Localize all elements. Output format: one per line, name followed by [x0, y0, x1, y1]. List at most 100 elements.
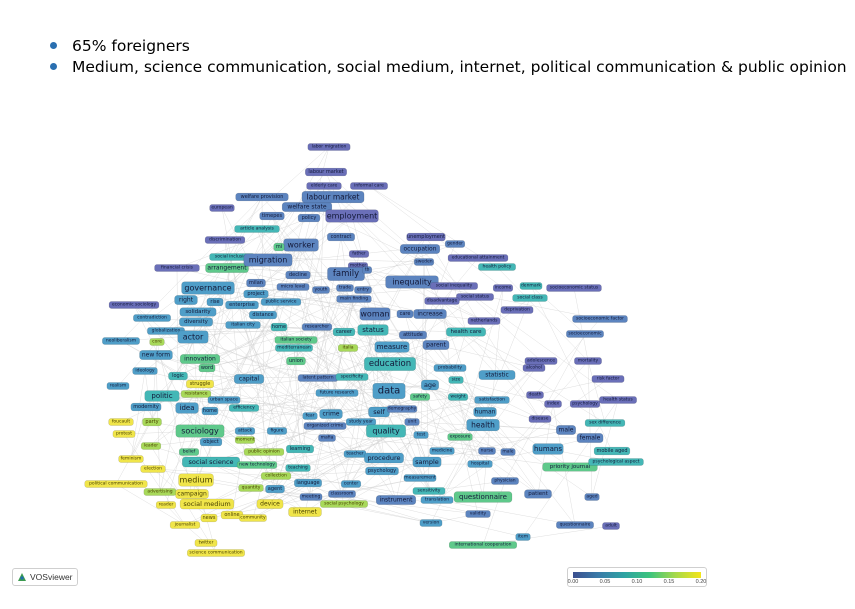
term-node[interactable]: italian society [274, 336, 318, 344]
term-node[interactable]: human [473, 407, 497, 417]
term-node[interactable]: feminism [118, 455, 144, 463]
term-node[interactable]: election [140, 465, 166, 473]
term-node[interactable]: woman [359, 307, 391, 321]
term-node[interactable]: social status [456, 293, 494, 301]
term-node[interactable]: male [556, 425, 576, 435]
term-node[interactable]: netherlands [467, 317, 501, 325]
term-node[interactable]: mi [273, 242, 285, 252]
term-node[interactable]: object [199, 437, 223, 447]
term-node[interactable]: science communication [187, 549, 245, 557]
term-node[interactable]: health care [446, 327, 486, 337]
term-node[interactable]: patient [524, 489, 552, 499]
term-node[interactable]: sensitivity [412, 487, 446, 495]
term-node[interactable]: researcher [301, 323, 333, 331]
term-node[interactable]: core [149, 338, 165, 346]
term-node[interactable]: health status [599, 396, 637, 404]
term-node[interactable]: socioeconomic [566, 330, 604, 338]
term-node[interactable]: leader [140, 442, 162, 450]
term-node[interactable]: data [372, 383, 406, 399]
term-node[interactable]: inequality [385, 275, 439, 289]
term-node[interactable]: campaign [175, 489, 209, 499]
term-node[interactable]: deprivation [500, 306, 534, 314]
term-node[interactable]: status [357, 324, 389, 336]
term-node[interactable]: public service [260, 298, 302, 306]
term-node[interactable]: socioeconomic factor [572, 315, 628, 323]
term-node[interactable]: right [174, 295, 198, 305]
term-node[interactable]: socioeconomic status [546, 284, 602, 292]
term-node[interactable]: adult [602, 522, 620, 530]
term-node[interactable]: disadvantage [424, 297, 460, 305]
term-node[interactable]: questionnaire [556, 521, 594, 529]
term-node[interactable]: figure [266, 427, 288, 435]
term-node[interactable]: milan [246, 278, 266, 288]
term-node[interactable]: educational attainment [447, 254, 509, 262]
term-node[interactable]: quantity [238, 484, 264, 492]
term-node[interactable]: social science [182, 456, 240, 468]
term-node[interactable]: policy [297, 213, 321, 223]
term-node[interactable]: union [286, 356, 306, 366]
term-node[interactable]: item [515, 533, 531, 541]
term-node[interactable]: teaching [285, 464, 311, 472]
term-node[interactable]: future research [315, 389, 359, 397]
term-node[interactable]: italian city [225, 321, 261, 329]
term-node[interactable]: labour market [301, 190, 365, 204]
term-node[interactable]: capital [234, 374, 264, 384]
term-node[interactable]: innovation [179, 354, 220, 364]
term-node[interactable]: neoliberalism [102, 337, 140, 345]
term-node[interactable]: migration [243, 253, 293, 267]
term-node[interactable]: validity [465, 510, 491, 518]
term-node[interactable]: teacher [343, 450, 367, 458]
term-node[interactable]: timepes [259, 211, 285, 221]
term-node[interactable]: procedure [364, 452, 404, 464]
term-node[interactable]: mobile aged [593, 446, 631, 456]
term-node[interactable]: home [270, 322, 288, 332]
term-node[interactable]: translation [420, 496, 454, 504]
term-node[interactable]: realism [106, 382, 130, 390]
term-node[interactable]: european [209, 204, 235, 212]
term-node[interactable]: disease [528, 415, 552, 423]
term-node[interactable]: index [544, 400, 562, 408]
term-node[interactable]: social inequality [430, 282, 478, 290]
term-node[interactable]: contradiction [133, 314, 171, 322]
term-node[interactable]: adolescence [524, 357, 558, 365]
term-node[interactable]: latent pattern [297, 374, 339, 382]
term-node[interactable]: nurse [478, 447, 496, 455]
term-node[interactable]: psychology [569, 400, 601, 408]
term-node[interactable]: main finding [336, 295, 372, 303]
term-node[interactable]: distance [249, 310, 277, 320]
term-node[interactable]: male [500, 448, 516, 456]
term-node[interactable]: protest [112, 430, 136, 438]
term-node[interactable]: psychology [365, 466, 399, 476]
term-node[interactable]: increase [413, 309, 447, 319]
term-node[interactable]: new form [139, 350, 173, 360]
term-node[interactable]: questionnaire [453, 491, 513, 503]
term-node[interactable]: solidarity [179, 307, 217, 317]
term-node[interactable]: politic [144, 390, 180, 402]
term-node[interactable]: father [348, 250, 370, 258]
term-node[interactable]: reader [155, 501, 177, 509]
term-node[interactable]: welfare state [281, 202, 333, 212]
term-node[interactable]: education [364, 357, 416, 371]
term-node[interactable]: idea [175, 402, 199, 414]
term-node[interactable]: contract [327, 232, 355, 242]
term-node[interactable]: article analysis [234, 225, 280, 233]
term-node[interactable]: labor migration [307, 143, 351, 151]
term-node[interactable]: instrument [376, 495, 417, 505]
term-node[interactable]: family [327, 267, 365, 281]
term-node[interactable]: risk factor [591, 375, 625, 383]
term-node[interactable]: home [201, 406, 219, 416]
term-node[interactable]: health policy [478, 263, 516, 271]
term-node[interactable]: alcohol [522, 364, 546, 372]
term-node[interactable]: measurement [403, 474, 437, 482]
term-node[interactable]: moment [234, 436, 256, 444]
term-node[interactable]: psychological aspect [588, 458, 644, 466]
term-node[interactable]: career [332, 327, 356, 337]
term-node[interactable]: specificity [335, 373, 369, 381]
term-node[interactable]: employment [325, 209, 379, 223]
term-node[interactable]: hospital [467, 460, 493, 468]
term-node[interactable]: care [396, 309, 414, 319]
term-node[interactable]: trade [336, 284, 354, 292]
term-node[interactable]: humans [532, 443, 564, 455]
term-node[interactable]: denmark [519, 282, 543, 290]
term-node[interactable]: sweden [413, 258, 435, 266]
